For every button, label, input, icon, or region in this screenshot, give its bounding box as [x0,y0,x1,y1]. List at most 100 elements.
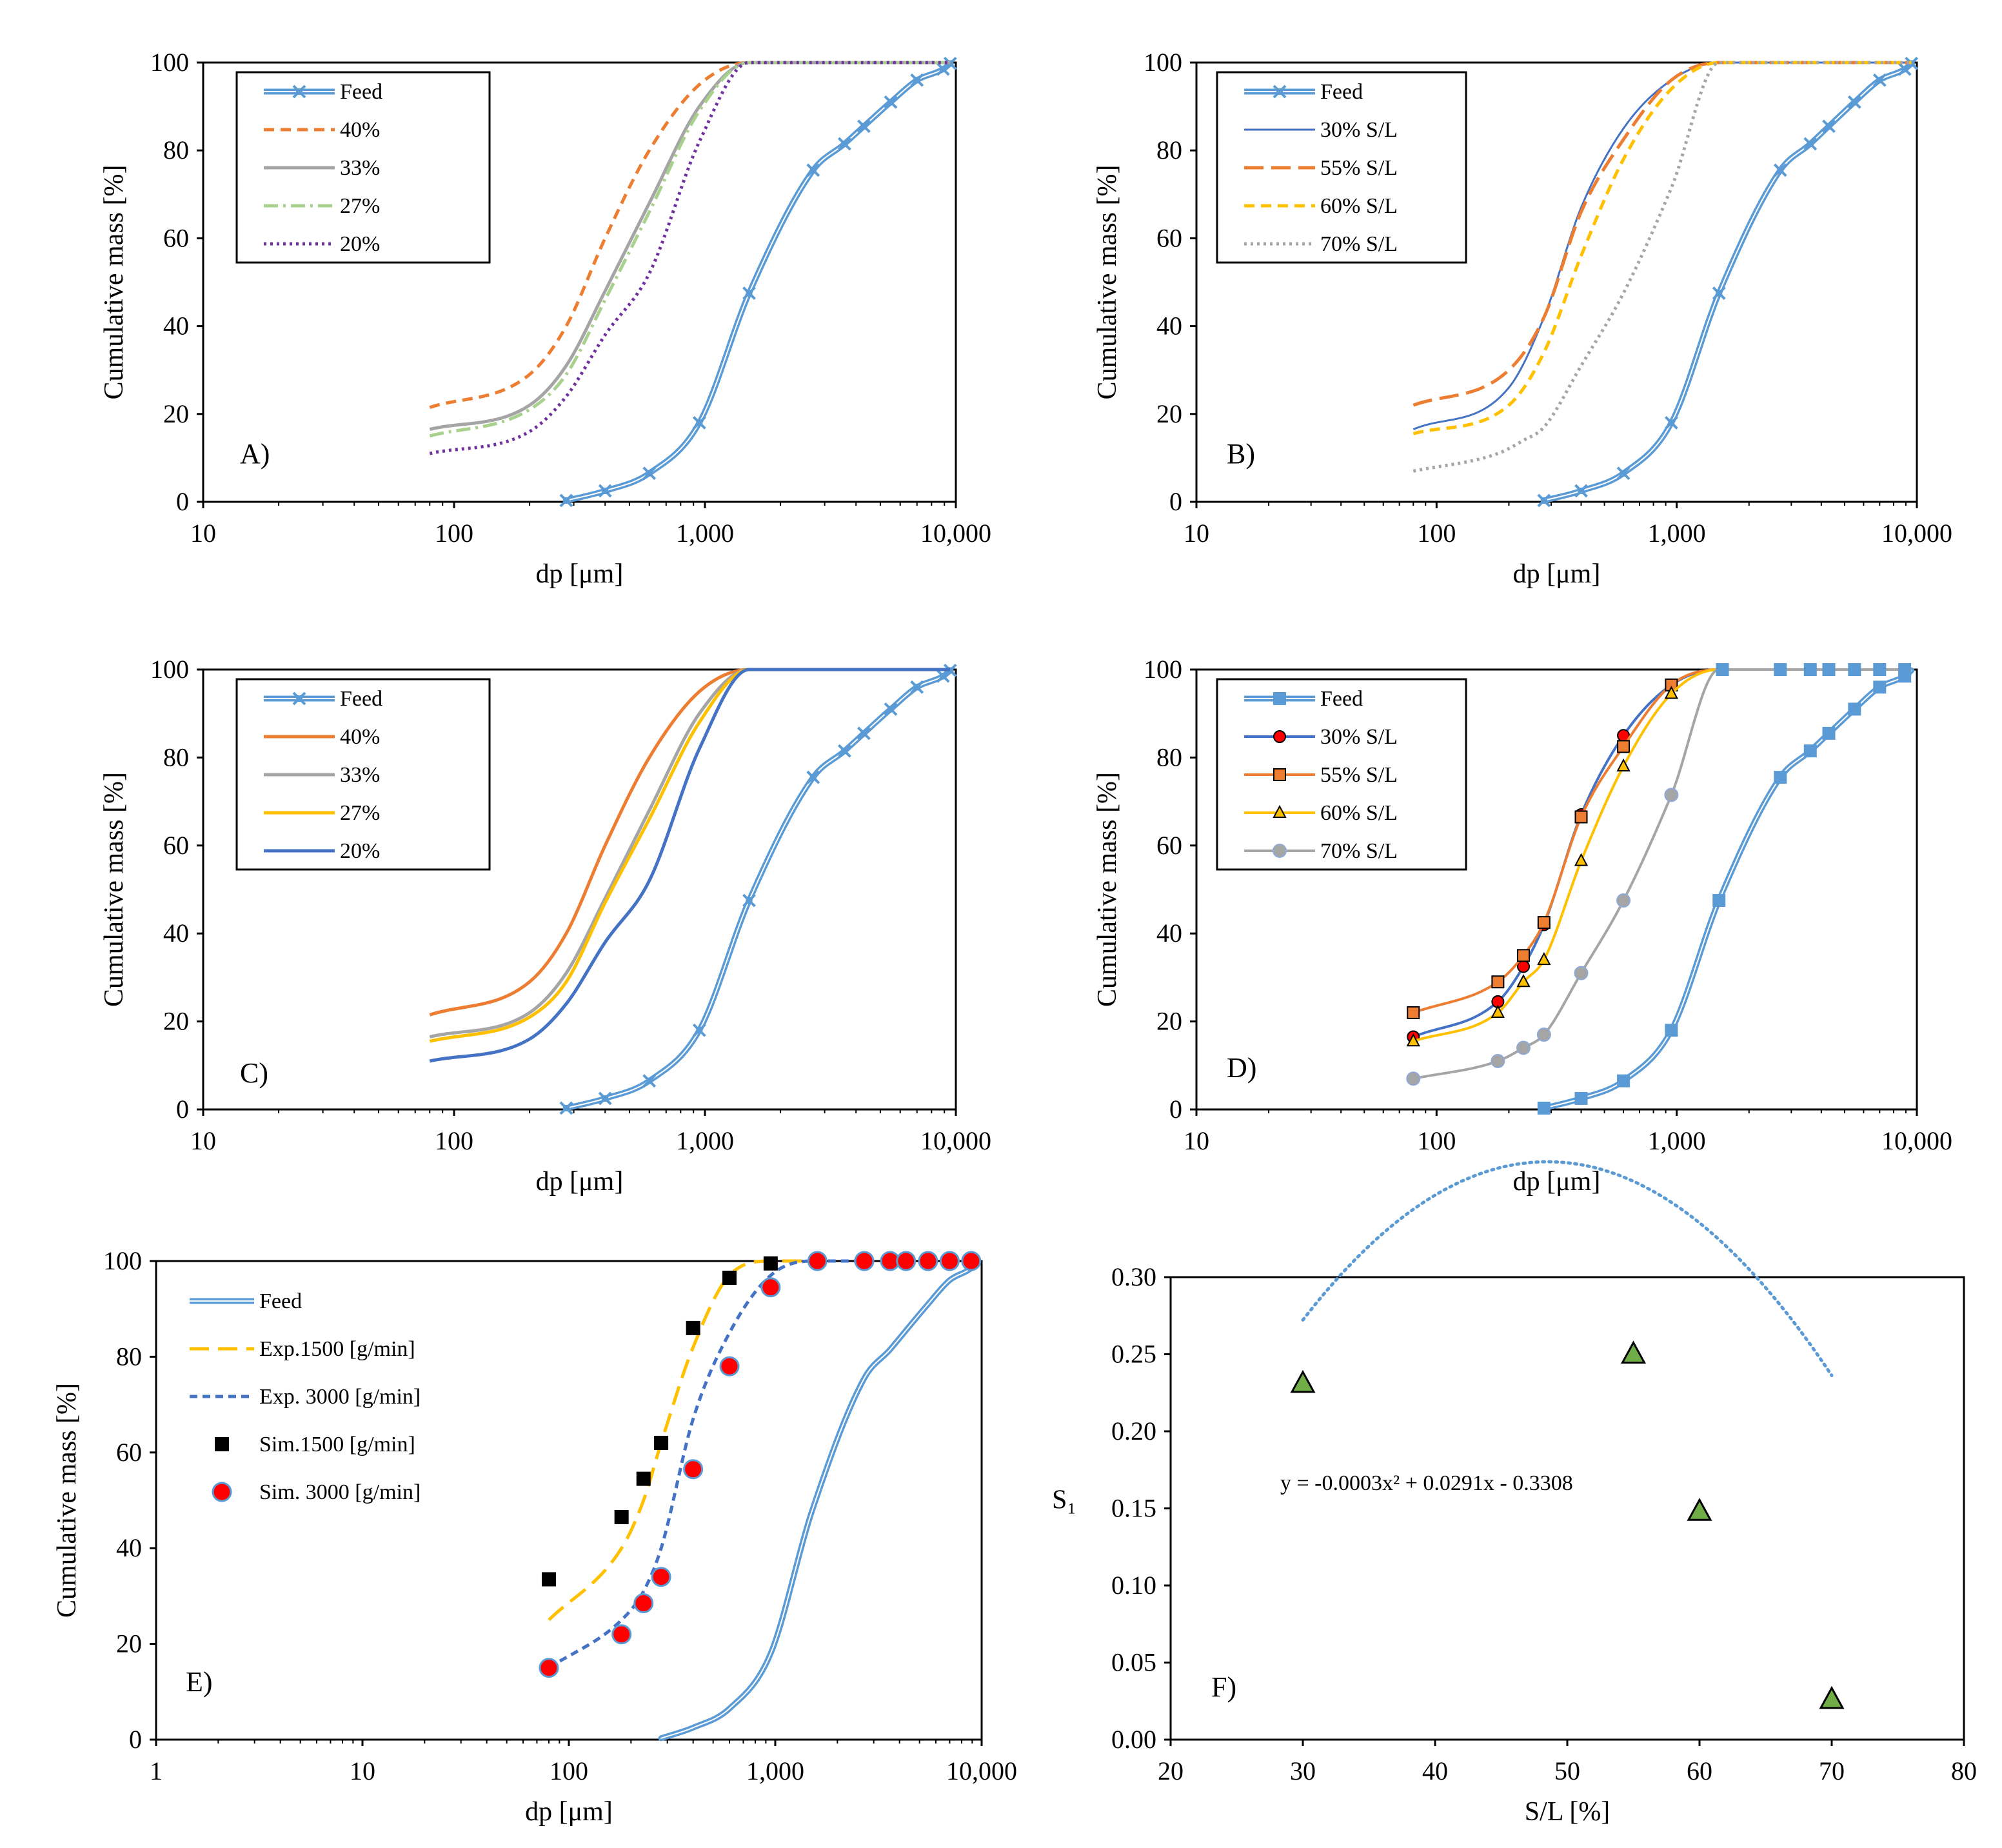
series-0-point-4 [1712,286,1726,300]
series-3-point-2 [1516,974,1531,988]
x-tick-label-2: 1,000 [1648,1126,1706,1155]
series-0-point-7 [857,726,871,740]
series-4-point-12-shape [939,1251,960,1271]
panel-f: 0.00 0.05 0.10 0.15 0.20 0.25 0.30 20 30 40 50 60 70… [1052,1160,1977,1827]
series-0-point-2 [642,1074,657,1088]
legend-label-1: 30% S/L [1320,725,1398,749]
legend-entry-2: 55% S/L [1244,763,1398,787]
series-0-point-1-core [1578,487,1585,494]
series-4-point-12 [939,1251,960,1271]
legend-label-4: 70% S/L [1320,839,1398,863]
x-axis-title: dp [μm] [536,1167,624,1197]
top-marker-3 [1822,663,1836,676]
y-tick-label-1: 20 [1156,399,1182,428]
data-point-2 [1687,1498,1712,1521]
y-tick-label-2: 40 [116,1533,142,1562]
series-0-point-3 [692,416,706,430]
legend-entry-0: Feed [1244,687,1363,711]
series-4-point-1 [611,1624,632,1645]
series-4-point-5 [1616,893,1631,908]
legend: Feed 30% S/L 55% S/L 60% S/L 70% S/L [1216,71,1467,264]
series-4-point-2-shape [1516,1040,1531,1055]
series-0-point-6 [837,137,851,151]
y-tick-label-0: 0 [1169,1095,1182,1124]
panel-c: 0 20 40 60 80 100 10 100 1,000 10,000 dp [μm] Cumul… [99,655,991,1197]
panel-label: D) [1227,1052,1256,1084]
series-4-line [429,61,951,455]
series-4-point-3 [1536,1028,1551,1042]
legend-entry-2: 55% S/L [1244,156,1398,180]
legend-label-3: 60% S/L [1320,801,1398,825]
panel-label: A) [240,438,270,470]
series-4-point-7 [807,1251,828,1271]
series-3-point-6 [763,1256,778,1271]
legend-marker-core [296,88,302,95]
series-0-point-1 [1574,484,1588,498]
series-4-point-1-shape [611,1624,632,1645]
series-2-point-5-shape [1617,740,1630,753]
data-point-3 [1819,1685,1845,1709]
series-0-point-4 [742,286,756,300]
series-0-point-7-core [860,730,867,737]
series-0-point-8-core [887,99,895,106]
legend-entry-1: 30% S/L [1244,725,1398,749]
series-0-point-11 [943,663,957,677]
series-3-point-0-shape [1406,1033,1420,1047]
series-0-point-0-shape [1537,1101,1551,1115]
legend-label-0: Feed [340,687,382,711]
legend-label-4: Sim. 3000 [g/min] [259,1480,421,1504]
series-0-point-6 [1803,137,1818,151]
trendline-equation: y = -0.0003x² + 0.0291x - 0.3308 [1280,1471,1573,1495]
trendline [1301,1160,1834,1377]
series-2-point-1 [1491,975,1505,989]
panel-label: F) [1211,1671,1236,1703]
series-0-point-9 [1873,681,1887,694]
series-4-point-0 [539,1658,559,1678]
series-3-point-2-shape [636,1471,651,1486]
series-1-line [548,1259,812,1622]
legend-label-0: Feed [1320,80,1363,104]
series-4-point-10-shape [896,1251,917,1271]
legend-entry-1: 30% S/L [1244,118,1398,142]
series-0-point-8-shape [1848,702,1861,716]
legend-marker-shape [215,1437,229,1451]
data-point-1-shape [1620,1340,1647,1364]
series-0-point-0 [1537,1101,1551,1115]
legend-marker [1273,768,1286,781]
panel-label: E) [186,1666,213,1698]
series-0-point-10-core [940,66,947,73]
series-0-point-4-shape [1712,894,1726,908]
y-tick-label-0: 0 [1169,487,1182,516]
series-3-point-5-shape [722,1270,737,1285]
y-tick-label-2: 40 [1156,919,1182,948]
x-tick-label-1: 10 [350,1756,375,1785]
series-0-point-7 [857,119,871,134]
series-4-point-2-shape [633,1593,654,1614]
series-group [429,663,957,1115]
series-0-point-8 [884,95,898,109]
series-0-point-7-shape [1822,726,1836,740]
legend-entry-2: 33% [264,156,380,180]
top-marker-6-shape [1898,663,1912,676]
y-tick-label-4: 80 [163,135,189,164]
series-3-point-6-shape [1664,686,1679,699]
series-0-point-4 [1712,894,1726,908]
series-2-line [548,1259,864,1669]
legend-label-0: Feed [340,80,382,104]
series-3-point-0-shape [541,1572,556,1587]
series-0-point-0-core [562,497,570,504]
series-2-point-2 [1517,949,1531,962]
y-axis-title: Cumulative mass [%] [99,165,129,400]
series-0-point-3-core [1668,419,1675,426]
panel-b: 0 20 40 60 80 100 10 100 1,000 10,000 dp [μm] Cumul… [1093,48,1952,589]
x-tick-label-2: 1,000 [676,519,734,548]
series-3-point-2 [636,1471,651,1486]
series-0-point-6-core [841,748,848,755]
series-0-point-5-core [1777,166,1784,174]
y-tick-label-6: 0.30 [1111,1262,1156,1291]
series-3-point-6 [1664,686,1679,699]
series-group [1406,663,1915,1115]
series-4-point-5 [719,1356,740,1376]
series-4-point-4 [1574,966,1589,980]
